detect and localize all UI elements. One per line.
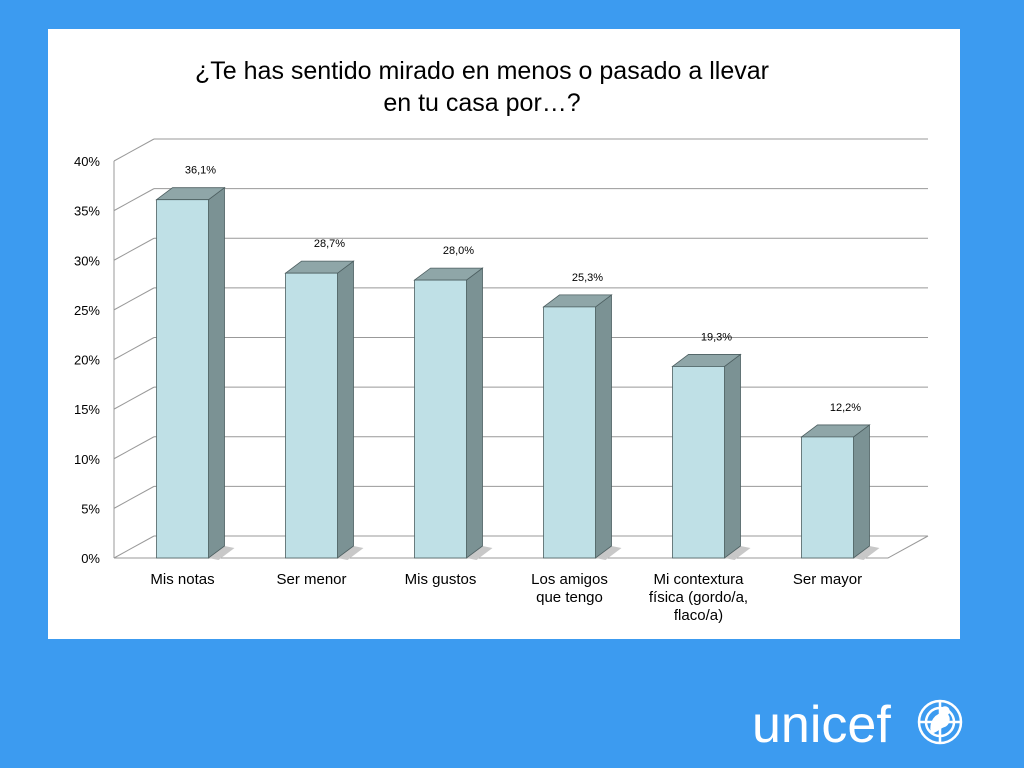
data-label: 28,0%	[443, 245, 474, 257]
bars: 36,1% 28,7% 28,0% 25,3% 19,3% 12,2%	[155, 165, 880, 560]
bar-front-face	[801, 436, 854, 559]
bar-side-face	[724, 353, 741, 559]
unicef-logo: unicef	[752, 696, 963, 754]
bar-side-face	[466, 267, 483, 559]
bar-side-face	[208, 186, 225, 559]
bar-shadow	[595, 546, 622, 560]
unicef-logo-wordmark: unicef	[752, 696, 891, 754]
chart-grid	[113, 138, 929, 559]
grid-side-line	[113, 287, 155, 311]
data-label: 19,3%	[701, 331, 732, 343]
bar-chart: ¿Te has sentido mirado en menos o pasado…	[74, 57, 929, 624]
bar-shadow	[337, 546, 364, 560]
y-axis: 0% 5% 10% 15% 20% 25% 30% 35% 40%	[74, 154, 100, 566]
grid-side-line	[113, 188, 155, 212]
floor-side-line	[887, 535, 929, 559]
grid-side-line	[113, 337, 155, 360]
data-label: 12,2%	[830, 402, 861, 414]
y-tick-label: 15%	[74, 402, 100, 417]
bar-shadow	[724, 546, 751, 560]
grid-side-line	[113, 237, 155, 261]
bar-front-face	[414, 279, 467, 559]
bar: 36,1%	[155, 165, 235, 560]
y-tick-label: 20%	[74, 353, 100, 368]
data-label: 25,3%	[572, 272, 603, 284]
x-axis: Mis notas Ser menor Mis gustos Los amigos qu…	[150, 571, 862, 624]
grid-side-line	[113, 436, 155, 460]
chart-title-line-2: en tu casa por…?	[383, 89, 580, 117]
bar-side-face	[595, 294, 612, 559]
grid-side-line	[113, 138, 155, 162]
grid-side-line	[113, 535, 155, 559]
bar-side-face	[853, 424, 870, 559]
y-tick-label: 5%	[81, 501, 100, 516]
unicef-emblem-icon	[917, 699, 963, 745]
x-tick-label: Mi contextura física (gordo/a, flaco/a)	[649, 571, 748, 624]
bar-shadow	[208, 546, 235, 560]
x-tick-label: Mis notas	[150, 571, 214, 588]
data-label: 28,7%	[314, 238, 345, 250]
bar-front-face	[156, 199, 209, 559]
bar: 19,3%	[671, 331, 751, 560]
bar: 12,2%	[800, 402, 880, 560]
y-tick-label: 40%	[74, 154, 100, 169]
data-label: 36,1%	[185, 165, 216, 177]
bar-shadow	[853, 546, 880, 560]
x-tick-label: Ser mayor	[793, 571, 862, 588]
y-tick-label: 30%	[74, 253, 100, 268]
x-tick-label: Los amigos que tengo	[531, 571, 608, 606]
bar-shadow	[466, 546, 493, 560]
grid-side-line	[113, 386, 155, 410]
bar-front-face	[543, 306, 596, 559]
bar: 28,7%	[284, 238, 364, 560]
y-tick-label: 35%	[74, 204, 100, 219]
x-tick-label: Ser menor	[276, 571, 346, 588]
x-tick-label: Mis gustos	[405, 571, 477, 588]
bar: 28,0%	[413, 245, 493, 560]
chart-panel: ¿Te has sentido mirado en menos o pasado…	[48, 29, 960, 639]
y-tick-label: 0%	[81, 551, 100, 566]
grid-side-line	[113, 485, 155, 509]
bar-front-face	[672, 366, 725, 559]
chart-title-line-1: ¿Te has sentido mirado en menos o pasado…	[195, 57, 769, 85]
bar: 25,3%	[542, 272, 622, 560]
y-tick-label: 25%	[74, 303, 100, 318]
bar-front-face	[285, 272, 338, 559]
bar-side-face	[337, 260, 354, 559]
y-tick-label: 10%	[74, 452, 100, 467]
